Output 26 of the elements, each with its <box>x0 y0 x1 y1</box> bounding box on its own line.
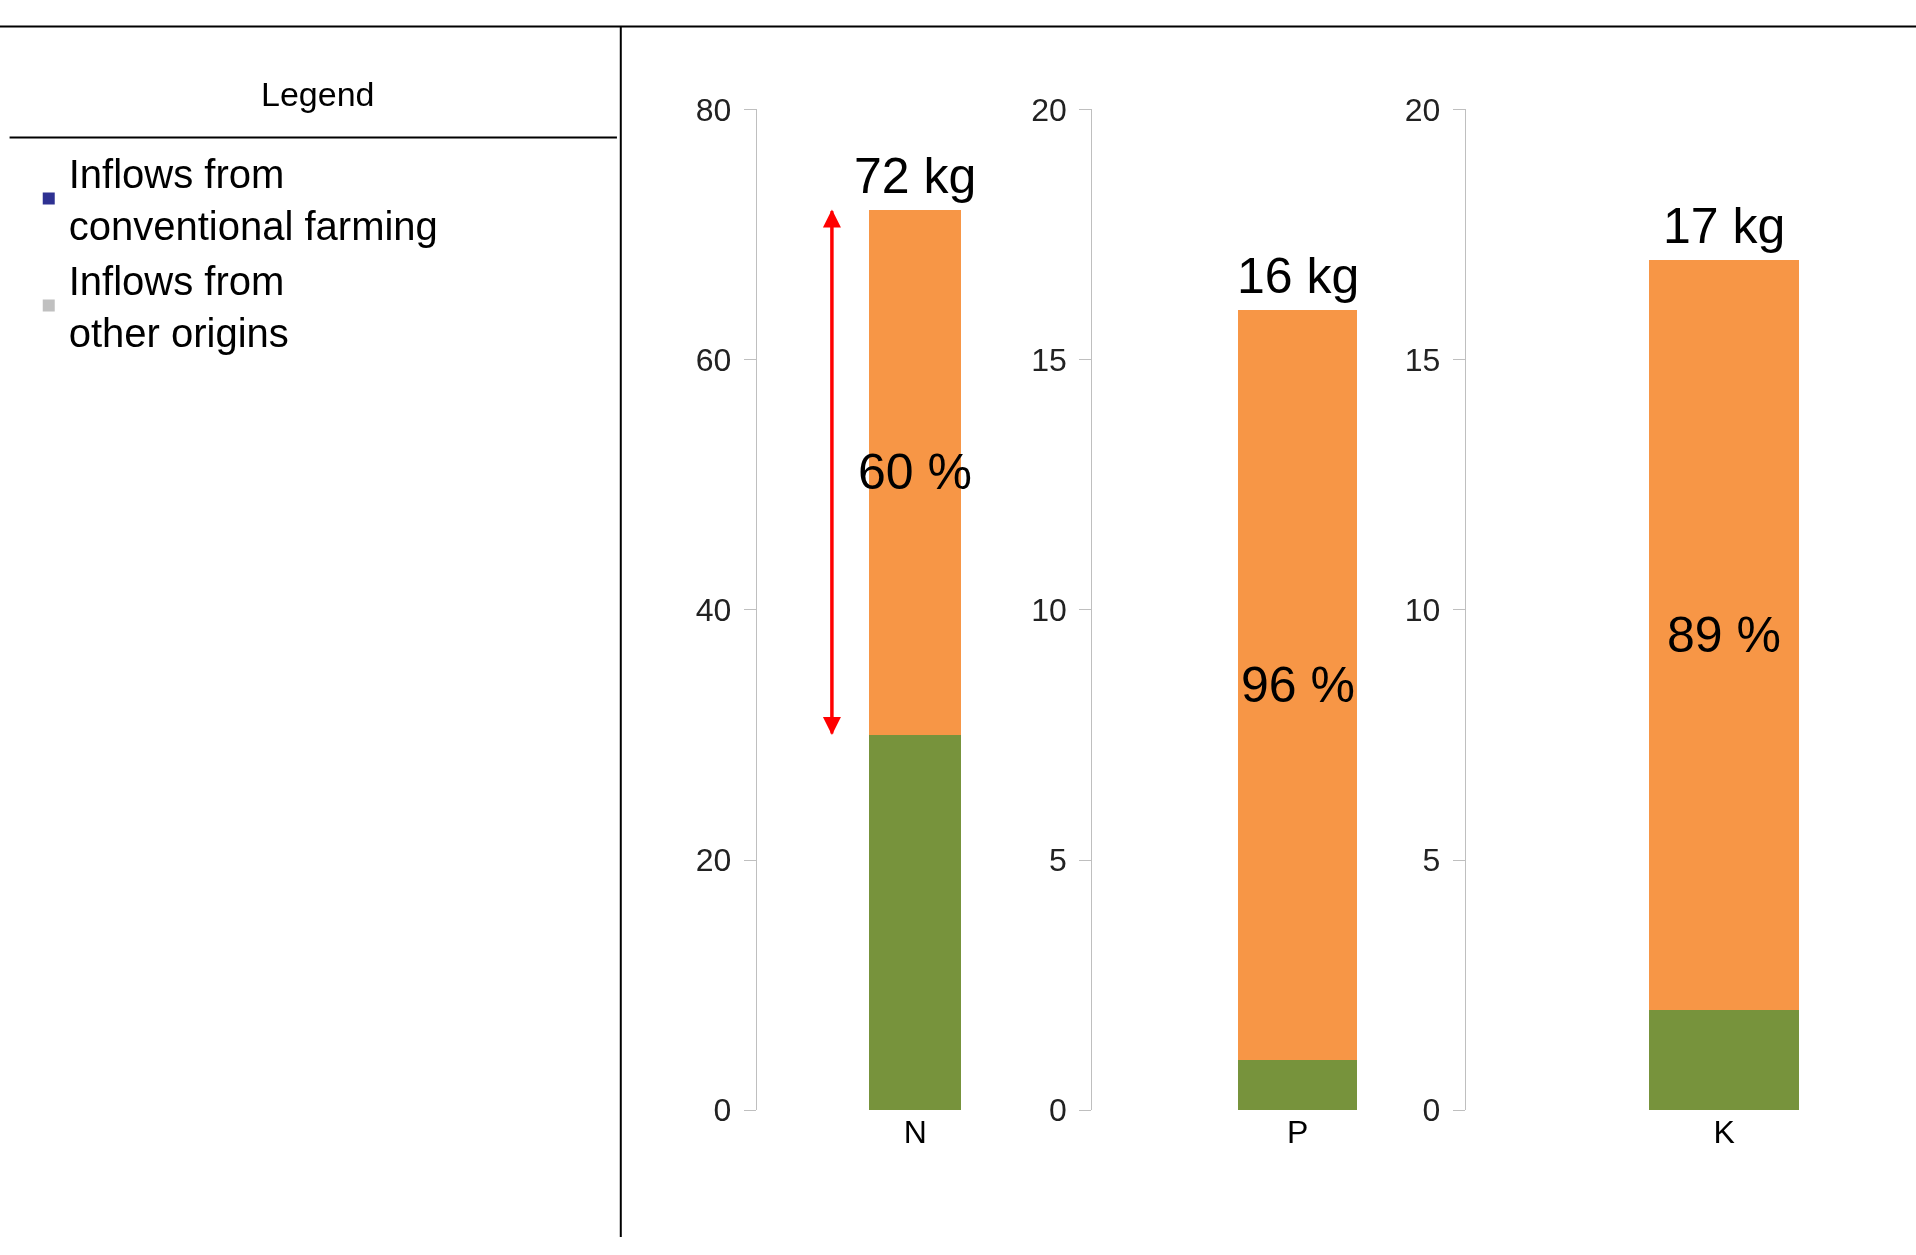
x-tick-label: K <box>1713 1114 1735 1151</box>
legend-label: Inflows from other origins <box>68 259 289 355</box>
total-label: 17 kg <box>1663 198 1786 254</box>
y-tick-label: 15 <box>1031 341 1067 378</box>
y-tick-label: 10 <box>1031 592 1067 629</box>
total-label: 16 kg <box>1237 248 1360 304</box>
x-tick-label: N <box>903 1114 927 1151</box>
y-tick-label: 0 <box>1048 1092 1067 1129</box>
y-tick-label: 15 <box>1404 341 1441 378</box>
y-tick-label: 5 <box>1048 842 1067 879</box>
x-tick-label: P <box>1286 1114 1309 1151</box>
y-tick-label: 20 <box>1031 91 1067 128</box>
y-tick-label: 0 <box>713 1092 732 1129</box>
y-tick-label: 40 <box>695 592 732 629</box>
legend-label: Inflows from conventional farming <box>68 152 438 248</box>
y-tick-label: 20 <box>1404 91 1441 128</box>
y-tick-label: 5 <box>1422 842 1441 879</box>
y-tick-label: 80 <box>695 91 732 128</box>
text: Legend <box>261 75 375 113</box>
y-tick-label: 0 <box>1422 1092 1441 1129</box>
y-tick-label: 60 <box>695 341 732 378</box>
y-tick-label: 20 <box>695 842 732 879</box>
y-tick-label: 10 <box>1404 592 1441 629</box>
annotation: 89 % <box>1667 607 1781 663</box>
annotation: 96 % <box>1241 657 1355 713</box>
total-label: 72 kg <box>854 148 977 204</box>
